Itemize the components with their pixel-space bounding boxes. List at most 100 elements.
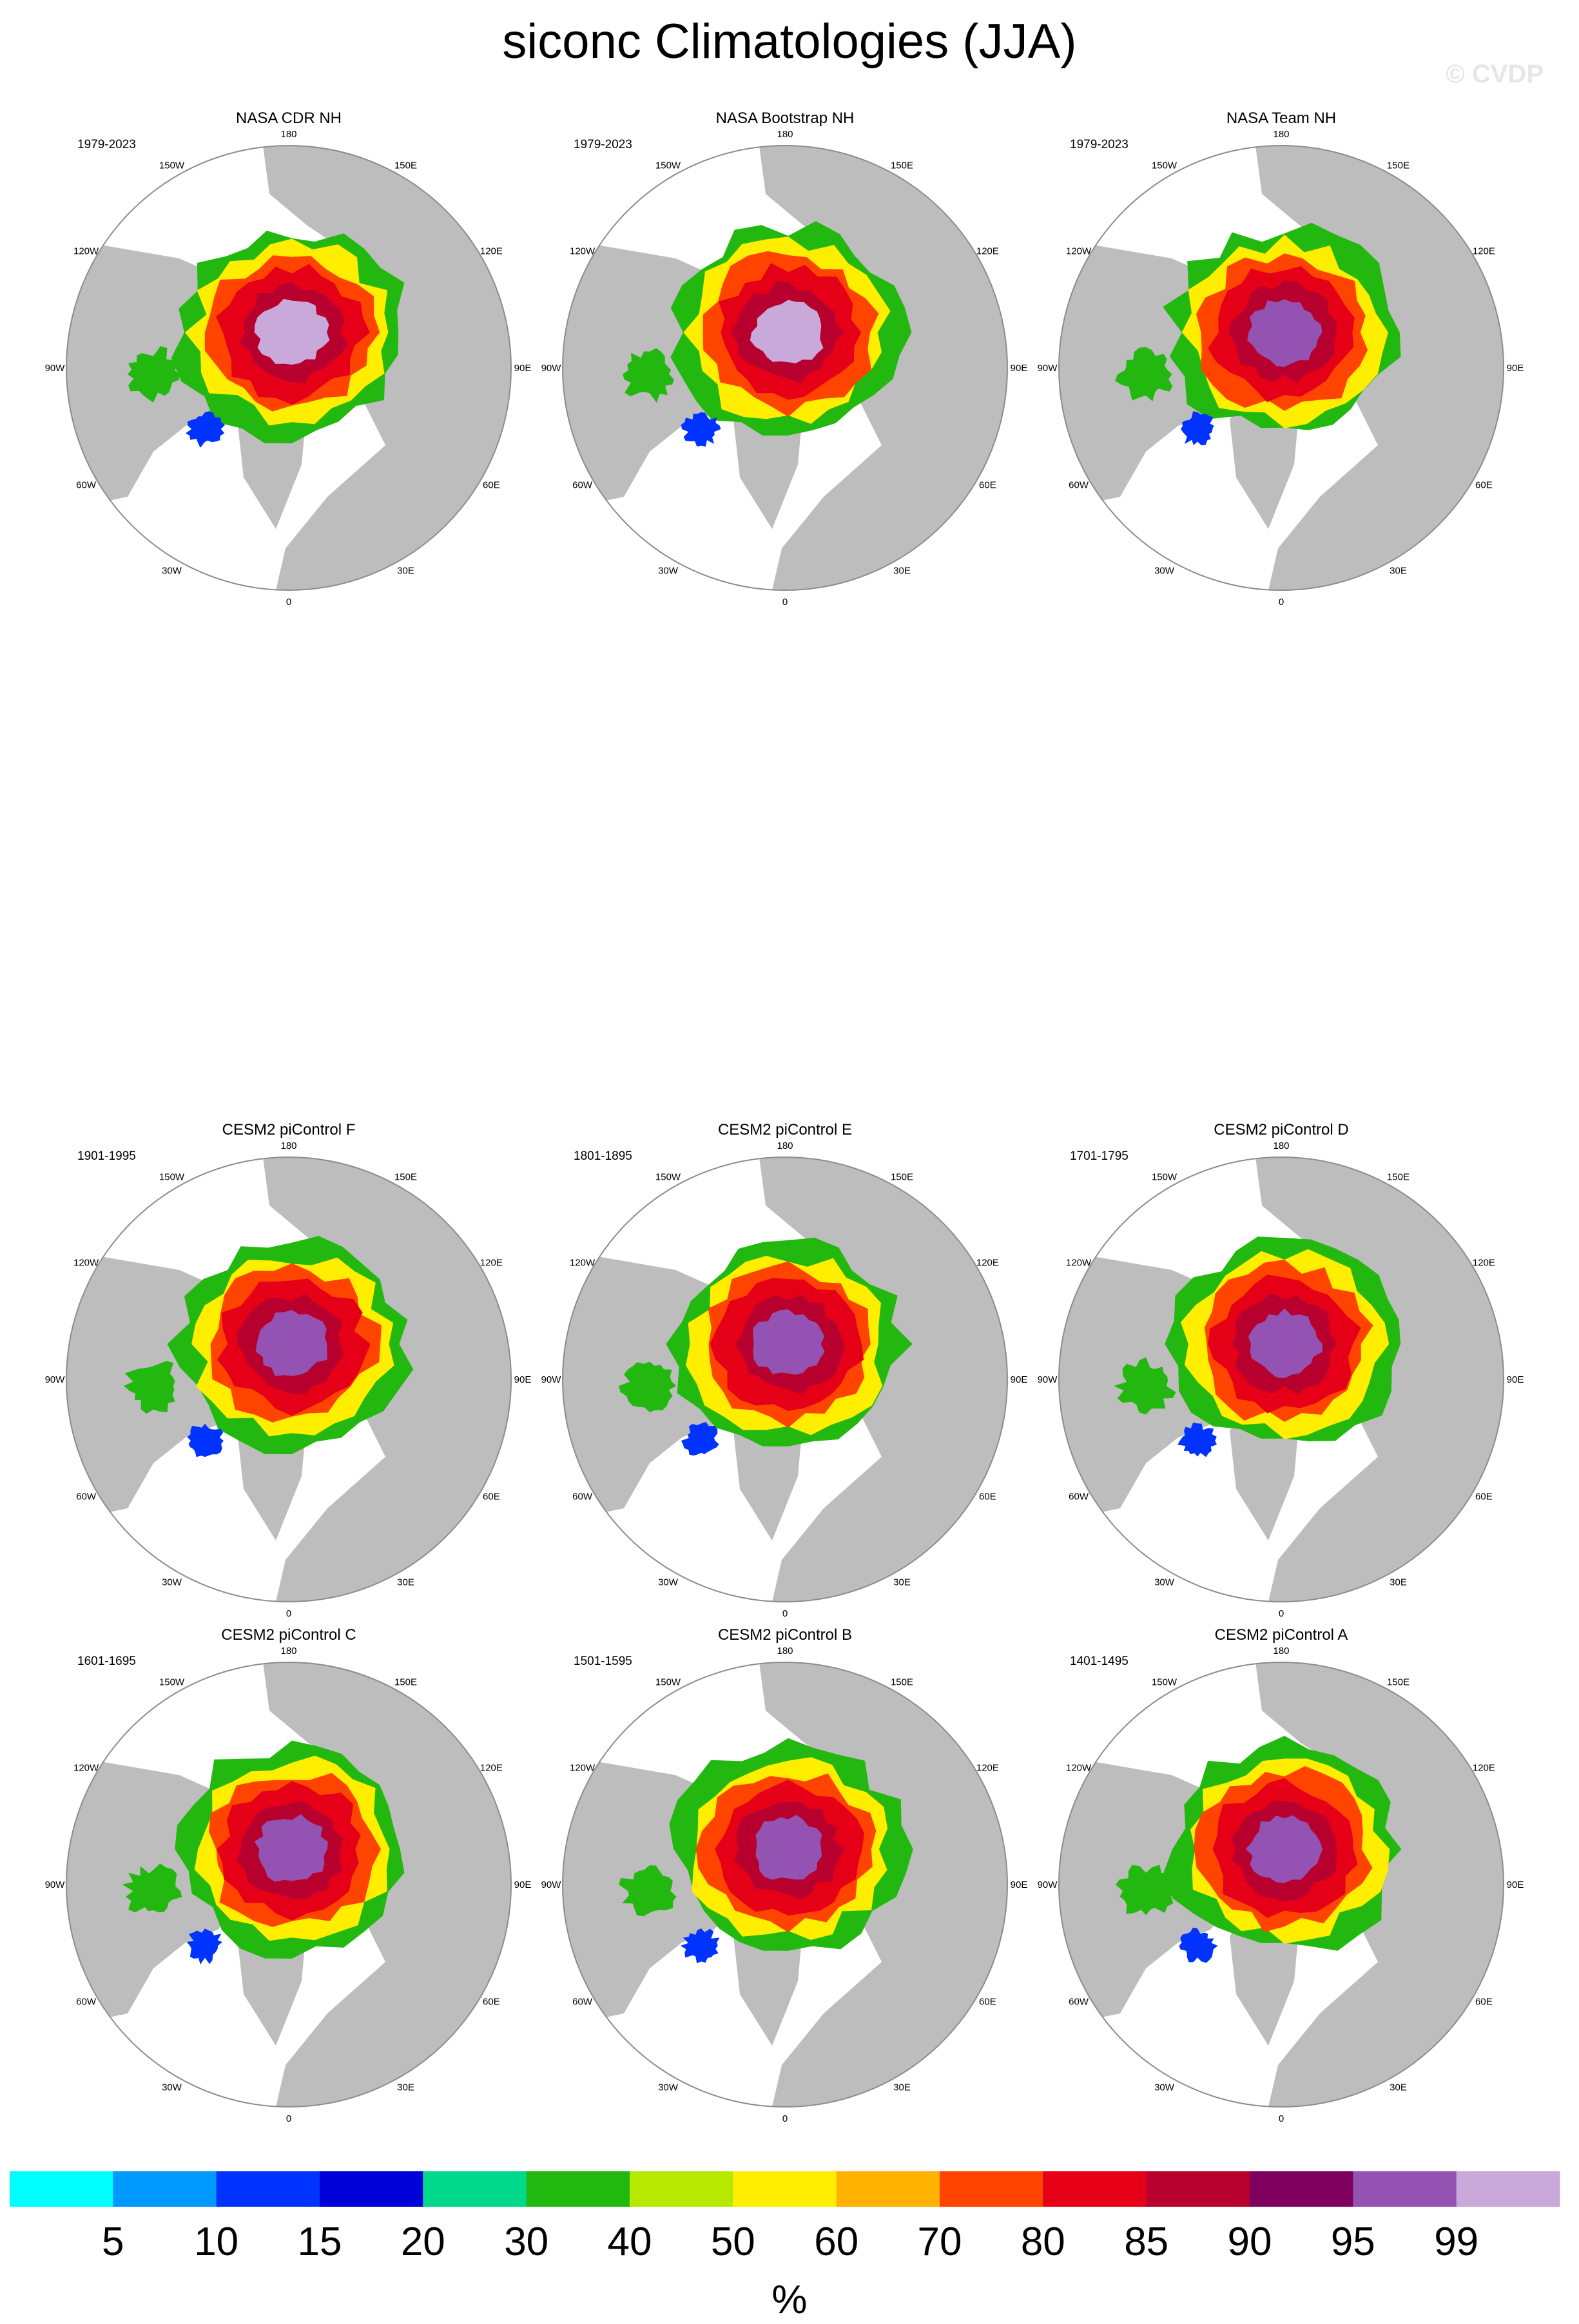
hudson-bay-ice [122,1863,182,1913]
ice-concentration-band [255,1310,327,1376]
longitude-label: 150W [1152,160,1177,171]
longitude-label: 30E [893,565,911,576]
ice-concentration-band [750,300,824,363]
ice-concentration-band [755,1814,822,1880]
colorbar-tick-label: 30 [504,2220,548,2264]
longitude-label: 0 [782,2113,788,2124]
longitude-label: 90W [45,1879,66,1890]
sea-ice-field [128,231,405,448]
longitude-label: 30W [1154,2082,1175,2093]
longitude-label: 90W [45,363,66,374]
colorbar-tick-label: 20 [401,2220,445,2264]
baffin-bay-ice [681,412,721,447]
sea-ice-field [619,1238,913,1456]
hudson-bay-ice [1115,347,1173,401]
longitude-label: 0 [286,2113,291,2124]
baffin-bay-ice [186,411,226,448]
longitude-label: 150E [891,1677,913,1688]
longitude-label: 120W [1066,246,1092,257]
longitude-label: 0 [1279,2113,1284,2124]
colorbar-swatch [216,2171,320,2207]
figure-title: siconc Climatologies (JJA) [502,14,1076,69]
longitude-label: 60E [483,480,500,491]
colorbar-swatch [423,2171,527,2207]
panel-title: CESM2 piControl C [221,1626,356,1644]
longitude-label: 30W [658,1577,679,1588]
colorbar-swatch [1146,2171,1250,2207]
longitude-label: 0 [782,597,788,608]
longitude-label: 60W [76,480,97,491]
longitude-label: 120E [480,246,503,257]
sea-ice-field [124,1236,414,1457]
longitude-label: 150W [655,1172,681,1183]
colorbar-tick-label: 80 [1021,2220,1065,2264]
colorbar-tick-label: 5 [102,2220,124,2264]
hudson-bay-ice [619,1865,677,1917]
map-panel: NASA Bootstrap NH 1979-2023 180 150E 120E 90E… [541,110,1028,608]
longitude-label: 60E [1475,1997,1493,2008]
longitude-label: 150E [1387,160,1409,171]
map-boundary [66,1157,512,1602]
sea-ice-field [1115,222,1401,446]
longitude-label: 180 [280,1646,296,1657]
map-boundary [66,145,512,591]
map-boundary [562,145,1008,591]
baffin-bay-ice [680,1928,720,1964]
longitude-label: 60W [1069,1997,1089,2008]
hudson-bay-ice [623,348,674,403]
colorbar-swatch [10,2171,113,2207]
baffin-bay-ice [187,1423,224,1457]
longitude-label: 150W [159,1677,185,1688]
longitude-label: 30E [397,1577,414,1588]
sea-ice-field [619,1738,913,1964]
map-panel: CESM2 piControl E 1801-1895 180 150E 120E 90E… [541,1121,1028,1619]
map-boundary [1058,1662,1504,2108]
longitude-label: 30W [658,565,679,576]
longitude-label: 180 [777,1140,793,1151]
longitude-label: 120W [73,1258,99,1269]
panel-title: CESM2 piControl A [1215,1626,1348,1644]
longitude-label: 120E [480,1258,503,1269]
longitude-label: 90E [1011,1374,1028,1385]
longitude-label: 120W [570,1763,596,1774]
longitude-label: 150W [1152,1172,1177,1183]
longitude-label: 90E [1011,1879,1028,1890]
map-panel: CESM2 piControl A 1401-1495 180 150E 120E 90E… [1038,1626,1524,2124]
colorbar-tick-label: 60 [814,2220,858,2264]
longitude-label: 150E [394,160,417,171]
longitude-label: 150E [891,160,913,171]
longitude-label: 150E [891,1172,913,1183]
panel-title: NASA Team NH [1226,110,1336,127]
period-label: 1601-1695 [77,1655,136,1668]
longitude-label: 90E [514,1374,532,1385]
map-panel: CESM2 piControl F 1901-1995 180 150E 120E 90E… [45,1121,532,1619]
longitude-label: 150W [159,1172,185,1183]
ice-concentration-band [753,1309,825,1375]
panel-title: NASA Bootstrap NH [716,110,855,127]
map-boundary [1058,1157,1504,1602]
sea-ice-field [1116,1736,1402,1963]
map-panels: NASA CDR NH 1979-2023 180 150E 120E 90E 60E 30E… [45,110,1524,2124]
longitude-label: 150E [394,1172,417,1183]
colorbar-swatch [320,2171,423,2207]
longitude-label: 90E [1507,363,1524,374]
longitude-label: 120E [976,1763,999,1774]
longitude-label: 180 [777,129,793,140]
hudson-bay-ice [1116,1865,1174,1916]
panel-title: CESM2 piControl D [1214,1121,1348,1138]
sea-ice-field [1114,1236,1401,1457]
colorbar-tick-label: 85 [1124,2220,1168,2264]
colorbar-swatch [1456,2171,1560,2207]
longitude-label: 90E [1507,1879,1524,1890]
longitude-label: 150W [655,160,681,171]
longitude-label: 30E [1390,1577,1407,1588]
longitude-label: 30W [1154,1577,1175,1588]
longitude-label: 0 [286,1608,291,1619]
period-label: 1401-1495 [1070,1655,1129,1668]
longitude-label: 30E [397,2082,414,2093]
longitude-label: 120E [1473,1258,1495,1269]
longitude-label: 30E [893,1577,911,1588]
period-label: 1701-1795 [1070,1149,1129,1163]
longitude-label: 60W [572,480,593,491]
